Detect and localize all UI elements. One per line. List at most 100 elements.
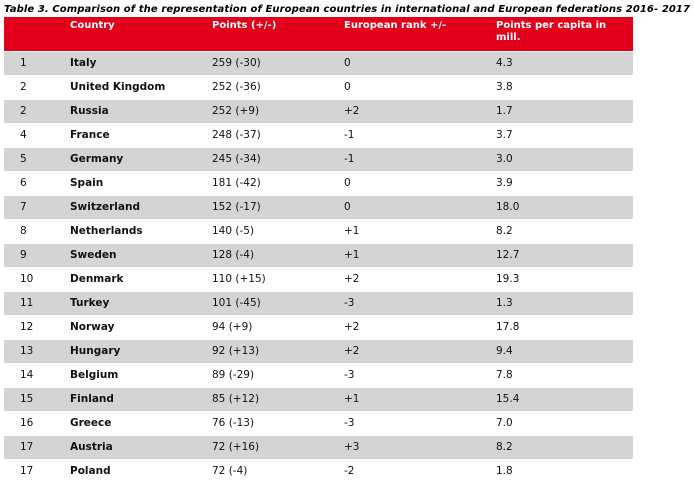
country-cell: Italy [70, 57, 97, 69]
european-rank-cell: +3 [344, 441, 360, 453]
column-header-points: Points (+/-) [212, 20, 277, 31]
table-row: 11 Turkey 101 (-45) -3 1.3 [4, 291, 633, 315]
country-cell: Norway [70, 321, 115, 333]
table-row: 9 Sweden 128 (-4) +1 12.7 [4, 243, 633, 267]
european-rank-cell: +1 [344, 225, 360, 237]
european-rank-cell: +1 [344, 393, 360, 405]
european-rank-cell: -3 [344, 417, 355, 429]
points-cell: 110 (+15) [212, 273, 266, 285]
european-rank-cell: 0 [344, 201, 351, 213]
points-per-capita-cell: 7.0 [496, 417, 513, 429]
points-cell: 140 (-5) [212, 225, 255, 237]
points-per-capita-cell: 8.2 [496, 441, 513, 453]
european-rank-cell: 0 [344, 57, 351, 69]
table-row: 2 United Kingdom 252 (-36) 0 3.8 [4, 75, 633, 99]
country-cell: Sweden [70, 249, 117, 261]
table-row: 4 France 248 (-37) -1 3.7 [4, 123, 633, 147]
points-cell: 245 (-34) [212, 153, 261, 165]
points-per-capita-cell: 4.3 [496, 57, 513, 69]
points-cell: 259 (-30) [212, 57, 261, 69]
country-cell: Russia [70, 105, 109, 117]
country-cell: Denmark [70, 273, 124, 285]
rank-cell: 11 [20, 297, 34, 309]
table-row: 7 Switzerland 152 (-17) 0 18.0 [4, 195, 633, 219]
points-per-capita-cell: 1.7 [496, 105, 513, 117]
table-row: 12 Norway 94 (+9) +2 17.8 [4, 315, 633, 339]
european-rank-cell: 0 [344, 177, 351, 189]
points-per-capita-cell: 3.8 [496, 81, 513, 93]
table-row: 8 Netherlands 140 (-5) +1 8.2 [4, 219, 633, 243]
country-cell: Netherlands [70, 225, 143, 237]
table-body: 1 Italy 259 (-30) 0 4.3 2 United Kingdom 252 (-… [4, 51, 633, 483]
points-cell: 76 (-13) [212, 417, 255, 429]
comparison-table: Country Points (+/-) European rank +/- P… [4, 17, 633, 483]
rank-cell: 14 [20, 369, 34, 381]
points-per-capita-cell: 7.8 [496, 369, 513, 381]
points-cell: 94 (+9) [212, 321, 253, 333]
column-header-points-per-capita: Points per capita in mill. [496, 20, 607, 43]
rank-cell: 12 [20, 321, 34, 333]
table-row: 2 Russia 252 (+9) +2 1.7 [4, 99, 633, 123]
rank-cell: 2 [20, 105, 27, 117]
country-cell: Switzerland [70, 201, 140, 213]
european-rank-cell: -3 [344, 297, 355, 309]
column-header-country: Country [70, 20, 115, 31]
table-row: 5 Germany 245 (-34) -1 3.0 [4, 147, 633, 171]
table-row: 6 Spain 181 (-42) 0 3.9 [4, 171, 633, 195]
points-cell: 248 (-37) [212, 129, 261, 141]
points-per-capita-cell: 17.8 [496, 321, 520, 333]
points-per-capita-cell: 3.9 [496, 177, 513, 189]
country-cell: Turkey [70, 297, 110, 309]
country-cell: France [70, 129, 110, 141]
table-row: 16 Greece 76 (-13) -3 7.0 [4, 411, 633, 435]
rank-cell: 10 [20, 273, 34, 285]
country-cell: Poland [70, 465, 111, 477]
country-cell: Austria [70, 441, 113, 453]
points-per-capita-cell: 8.2 [496, 225, 513, 237]
european-rank-cell: +2 [344, 345, 360, 357]
european-rank-cell: -2 [344, 465, 355, 477]
column-header-european-rank: European rank +/- [344, 20, 447, 31]
european-rank-cell: -3 [344, 369, 355, 381]
table-row: 10 Denmark 110 (+15) +2 19.3 [4, 267, 633, 291]
table-row: 1 Italy 259 (-30) 0 4.3 [4, 51, 633, 75]
rank-cell: 7 [20, 201, 27, 213]
points-cell: 72 (-4) [212, 465, 248, 477]
points-cell: 252 (-36) [212, 81, 261, 93]
rank-cell: 15 [20, 393, 34, 405]
country-cell: Finland [70, 393, 114, 405]
points-per-capita-cell: 9.4 [496, 345, 513, 357]
points-per-capita-cell: 15.4 [496, 393, 520, 405]
country-cell: Germany [70, 153, 124, 165]
european-rank-cell: +2 [344, 321, 360, 333]
rank-cell: 2 [20, 81, 27, 93]
points-per-capita-cell: 1.8 [496, 465, 513, 477]
european-rank-cell: -1 [344, 153, 355, 165]
points-cell: 101 (-45) [212, 297, 261, 309]
rank-cell: 4 [20, 129, 27, 141]
table-row: 17 Austria 72 (+16) +3 8.2 [4, 435, 633, 459]
table-header: Country Points (+/-) European rank +/- P… [4, 17, 633, 51]
european-rank-cell: +2 [344, 105, 360, 117]
points-per-capita-cell: 12.7 [496, 249, 520, 261]
country-cell: Hungary [70, 345, 121, 357]
points-per-capita-cell: 19.3 [496, 273, 520, 285]
country-cell: Belgium [70, 369, 119, 381]
table-row: 15 Finland 85 (+12) +1 15.4 [4, 387, 633, 411]
points-per-capita-cell: 3.0 [496, 153, 513, 165]
points-cell: 92 (+13) [212, 345, 260, 357]
rank-cell: 17 [20, 465, 34, 477]
country-cell: United Kingdom [70, 81, 166, 93]
rank-cell: 5 [20, 153, 27, 165]
rank-cell: 6 [20, 177, 27, 189]
rank-cell: 1 [20, 57, 27, 69]
table-caption: Table 3. Comparison of the representatio… [4, 4, 691, 15]
points-cell: 252 (+9) [212, 105, 260, 117]
table-row: 14 Belgium 89 (-29) -3 7.8 [4, 363, 633, 387]
points-cell: 89 (-29) [212, 369, 255, 381]
table-row: 17 Poland 72 (-4) -2 1.8 [4, 459, 633, 483]
points-per-capita-cell: 18.0 [496, 201, 520, 213]
points-cell: 152 (-17) [212, 201, 261, 213]
country-cell: Spain [70, 177, 104, 189]
rank-cell: 8 [20, 225, 27, 237]
